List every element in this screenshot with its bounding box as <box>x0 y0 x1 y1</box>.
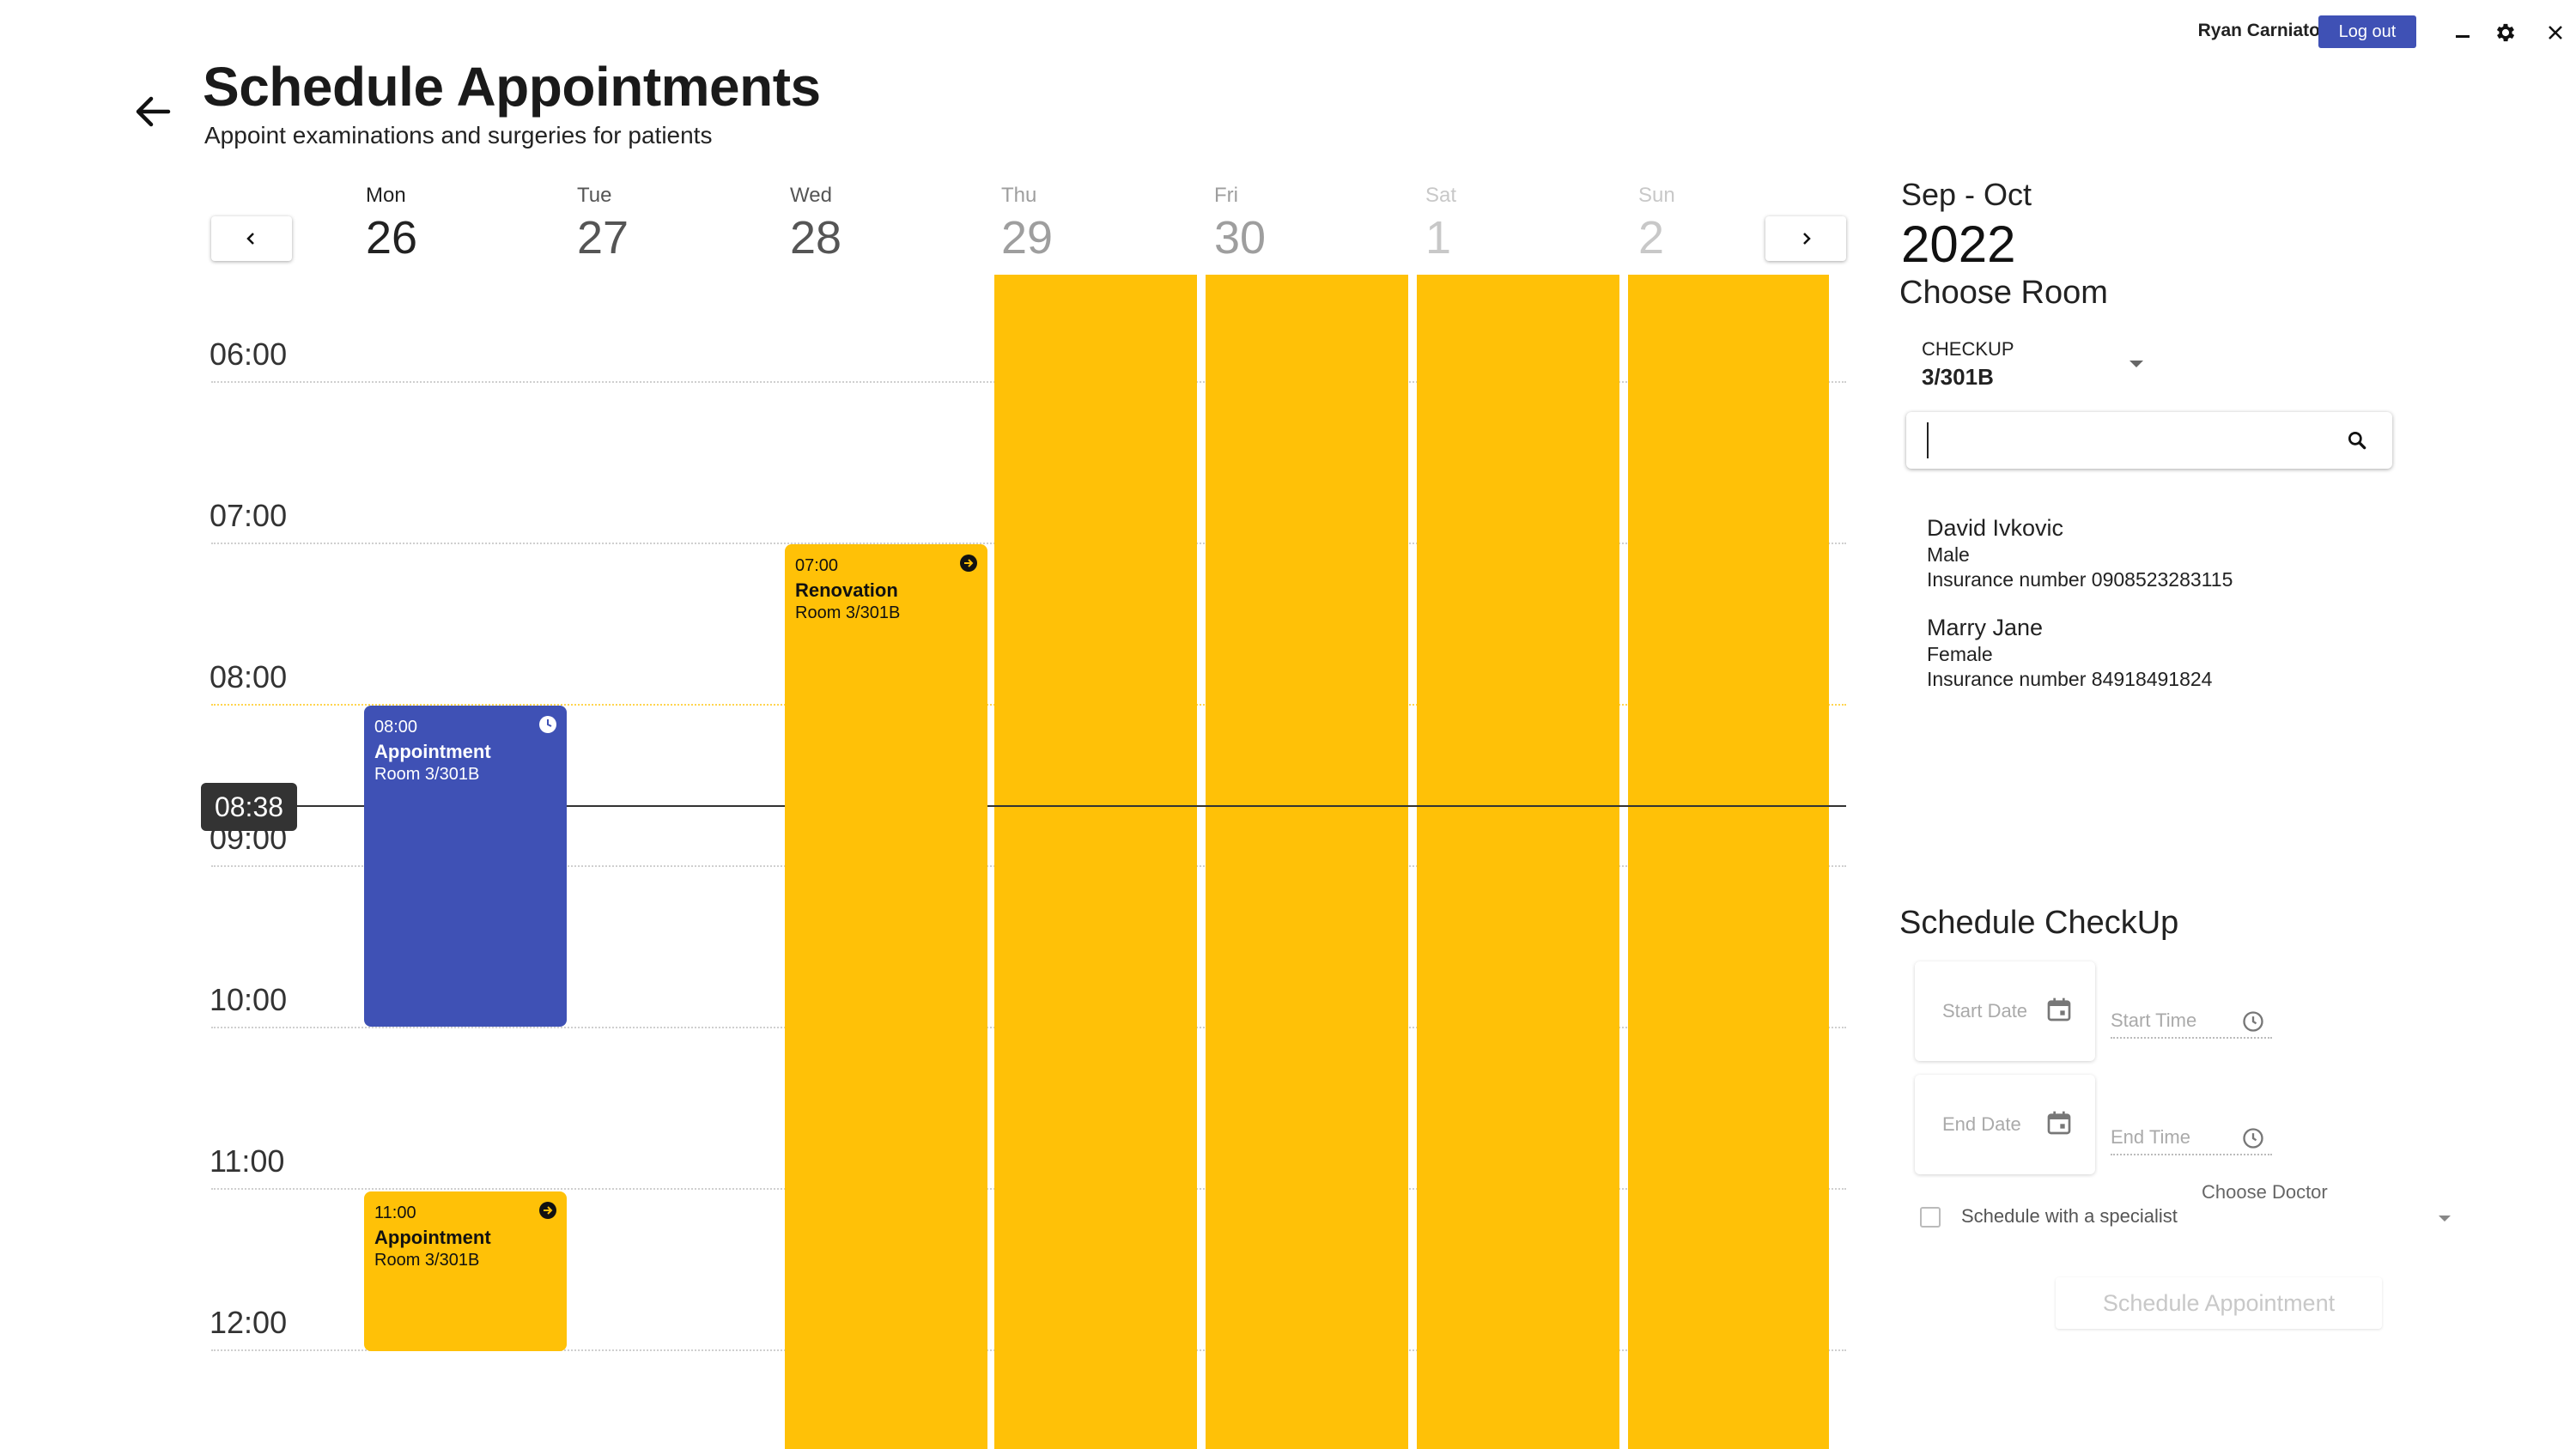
start-time-label: Start Time <box>2111 1009 2197 1031</box>
clock-icon[interactable] <box>2241 1126 2265 1150</box>
choose-doctor-label: Choose Doctor <box>2202 1181 2328 1203</box>
current-time-line <box>211 805 1846 807</box>
patient-name: Marry Jane <box>1927 615 2044 640</box>
patient-list-item[interactable]: Marry Jane Female Insurance number 84918… <box>1927 615 2373 691</box>
prev-week-button[interactable] <box>211 216 292 261</box>
arrow-circle-icon <box>960 555 977 572</box>
day-number: 28 <box>790 212 842 264</box>
day-number: 27 <box>577 212 629 264</box>
patient-search[interactable] <box>1906 412 2392 469</box>
chevron-right-icon <box>1803 233 1811 245</box>
end-date-label: End Date <box>1942 1113 2021 1135</box>
room-value: 3/301B <box>1922 364 1994 390</box>
search-icon[interactable] <box>2346 429 2368 452</box>
day-name: Sun <box>1638 184 1675 207</box>
unavailable-day-block <box>994 275 1197 1449</box>
renovation-event[interactable]: 07:00 Renovation Room 3/301B <box>785 544 987 1449</box>
search-input[interactable] <box>1927 422 2339 458</box>
gear-icon[interactable] <box>2488 15 2523 50</box>
appointment-event[interactable]: 08:00 Appointment Room 3/301B <box>364 706 567 1027</box>
event-time: 08:00 <box>374 718 418 737</box>
day-number: 1 <box>1425 212 1452 264</box>
hour-label: 06:00 <box>210 336 288 372</box>
chevron-left-icon <box>246 233 254 245</box>
current-time-chip: 08:38 <box>201 783 297 831</box>
unavailable-day-block <box>1628 275 1829 1449</box>
day-header-fri[interactable]: Fri 30 <box>1214 184 1352 264</box>
patient-insurance: Insurance number 84918491824 <box>1927 668 2213 690</box>
specialist-checkbox[interactable] <box>1920 1207 1941 1228</box>
next-week-button[interactable] <box>1765 216 1846 261</box>
room-select[interactable]: CHECKUP 3/301B <box>1922 338 2155 391</box>
period-label: Sep - Oct <box>1901 177 2032 212</box>
day-header-sat[interactable]: Sat 1 <box>1425 184 1563 264</box>
start-date-field[interactable]: Start Date <box>1915 961 2095 1061</box>
event-room: Room 3/301B <box>374 1251 480 1270</box>
schedule-checkup-heading: Schedule CheckUp <box>1899 905 2179 941</box>
doctor-dropdown-caret-icon[interactable] <box>2439 1216 2451 1222</box>
page-subtitle: Appoint examinations and surgeries for p… <box>204 122 713 149</box>
clock-icon[interactable] <box>2241 1009 2265 1034</box>
day-name: Mon <box>366 184 406 207</box>
calendar-icon[interactable] <box>2045 1109 2073 1137</box>
minimize-icon[interactable] <box>2445 15 2480 50</box>
user-name: Ryan Carniato <box>2197 21 2320 40</box>
day-name: Fri <box>1214 184 1238 207</box>
event-time: 07:00 <box>795 556 839 575</box>
end-date-field[interactable]: End Date <box>1915 1075 2095 1174</box>
day-name: Wed <box>790 184 832 207</box>
day-header-tue[interactable]: Tue 27 <box>577 184 714 264</box>
day-header-sun[interactable]: Sun 2 <box>1638 184 1776 264</box>
event-room: Room 3/301B <box>374 765 480 784</box>
schedule-appointment-button[interactable]: Schedule Appointment <box>2056 1277 2382 1329</box>
day-number: 2 <box>1638 212 1665 264</box>
end-time-field[interactable]: End Time <box>2111 1121 2272 1155</box>
calendar-icon[interactable] <box>2045 996 2073 1023</box>
hour-label: 11:00 <box>210 1143 285 1179</box>
page-title: Schedule Appointments <box>203 56 821 118</box>
close-icon[interactable] <box>2538 15 2573 50</box>
day-number: 30 <box>1214 212 1267 264</box>
day-name: Sat <box>1425 184 1457 207</box>
day-header-wed[interactable]: Wed 28 <box>790 184 927 264</box>
back-arrow-icon[interactable] <box>131 89 175 134</box>
hour-label: 12:00 <box>210 1305 288 1340</box>
start-date-label: Start Date <box>1942 1000 2028 1022</box>
end-time-label: End Time <box>2111 1126 2190 1148</box>
day-number: 26 <box>366 212 418 264</box>
day-header-thu[interactable]: Thu 29 <box>1001 184 1139 264</box>
hour-label: 07:00 <box>210 498 288 533</box>
patient-gender: Female <box>1927 643 1993 665</box>
event-room: Room 3/301B <box>795 603 901 622</box>
logout-button[interactable]: Log out <box>2318 15 2416 48</box>
start-time-field[interactable]: Start Time <box>2111 1004 2272 1039</box>
event-title: Appointment <box>374 1227 491 1248</box>
room-type: CHECKUP <box>1922 338 2014 360</box>
caret-down-icon[interactable] <box>2129 361 2143 367</box>
day-name: Thu <box>1001 184 1037 207</box>
patient-name: David Ivkovic <box>1927 515 2064 541</box>
unavailable-day-block <box>1206 275 1408 1449</box>
event-time: 11:00 <box>374 1203 416 1222</box>
event-title: Appointment <box>374 741 491 762</box>
day-header-mon[interactable]: Mon 26 <box>366 184 503 264</box>
clock-icon <box>539 716 556 733</box>
appointment-event[interactable]: 11:00 Appointment Room 3/301B <box>364 1191 567 1351</box>
hour-label: 10:00 <box>210 982 288 1017</box>
day-name: Tue <box>577 184 612 207</box>
patient-gender: Male <box>1927 543 1970 566</box>
hour-label: 08:00 <box>210 659 288 694</box>
specialist-label: Schedule with a specialist <box>1961 1205 2178 1227</box>
event-title: Renovation <box>795 579 898 601</box>
patient-list-item[interactable]: David Ivkovic Male Insurance number 0908… <box>1927 515 2373 591</box>
choose-room-heading: Choose Room <box>1899 275 2108 311</box>
year-label: 2022 <box>1901 215 2016 273</box>
arrow-circle-icon <box>539 1202 556 1219</box>
patient-insurance: Insurance number 0908523283115 <box>1927 568 2233 591</box>
day-number: 29 <box>1001 212 1054 264</box>
unavailable-day-block <box>1417 275 1619 1449</box>
